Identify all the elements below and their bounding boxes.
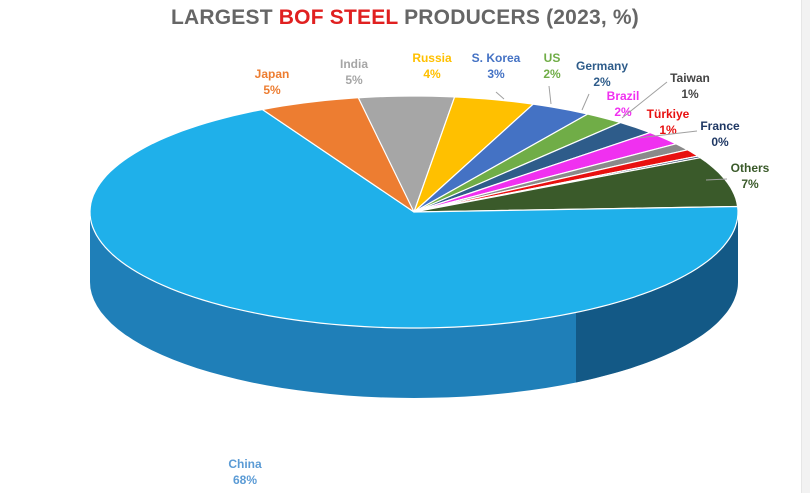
slice-label-taiwan: Taiwan	[670, 71, 710, 85]
slice-label-germany: Germany	[576, 59, 628, 73]
pie-side-shadow	[576, 212, 738, 383]
slice-label-t-rkiye: Türkiye	[647, 107, 690, 121]
pie-slice-russia	[413, 96, 534, 213]
slice-value-others: 7%	[741, 177, 759, 191]
slice-value-japan: 5%	[263, 83, 281, 97]
slice-value-s-korea: 3%	[487, 67, 505, 81]
pie-slice-others	[413, 157, 739, 213]
leader-line-others	[705, 178, 728, 181]
leader-line-taiwan	[621, 81, 668, 119]
slice-label-japan: Japan	[255, 67, 290, 81]
window-edge	[801, 0, 810, 493]
chart-title: LARGEST BOF STEEL PRODUCERS (2023, %)	[0, 6, 810, 30]
slice-value-brazil: 2%	[614, 105, 632, 119]
slice-value-taiwan: 1%	[681, 87, 699, 101]
pie-slice-japan	[261, 97, 415, 213]
leader-line-germany	[581, 93, 590, 111]
title-prefix: LARGEST	[171, 6, 279, 29]
pie-side	[90, 212, 738, 398]
slice-label-us: US	[544, 51, 561, 65]
slice-label-france: France	[700, 119, 740, 133]
slice-value-russia: 4%	[423, 67, 441, 81]
slice-value-germany: 2%	[593, 75, 611, 89]
title-highlight: BOF STEEL	[278, 6, 399, 29]
slice-value-india: 5%	[345, 73, 363, 87]
slice-label-india: India	[340, 57, 368, 71]
pie-slice-s-korea	[413, 103, 589, 213]
slice-label-others: Others	[731, 161, 770, 175]
leader-line-us	[548, 85, 552, 105]
slice-label-russia: Russia	[412, 51, 452, 65]
slice-label-china: China	[228, 457, 262, 471]
slice-label-s-korea: S. Korea	[472, 51, 521, 65]
pie-top	[89, 95, 739, 329]
pie-slice-india	[352, 95, 456, 213]
slice-label-brazil: Brazil	[607, 89, 640, 103]
title-suffix: PRODUCERS (2023, %)	[398, 6, 639, 29]
leader-line-france	[637, 130, 698, 139]
leader-line-s-korea	[495, 91, 505, 100]
slice-value-china: 68%	[233, 473, 257, 487]
pie-slice-china	[89, 108, 739, 329]
slice-value-france: 0%	[711, 135, 729, 149]
slice-value-us: 2%	[543, 67, 561, 81]
